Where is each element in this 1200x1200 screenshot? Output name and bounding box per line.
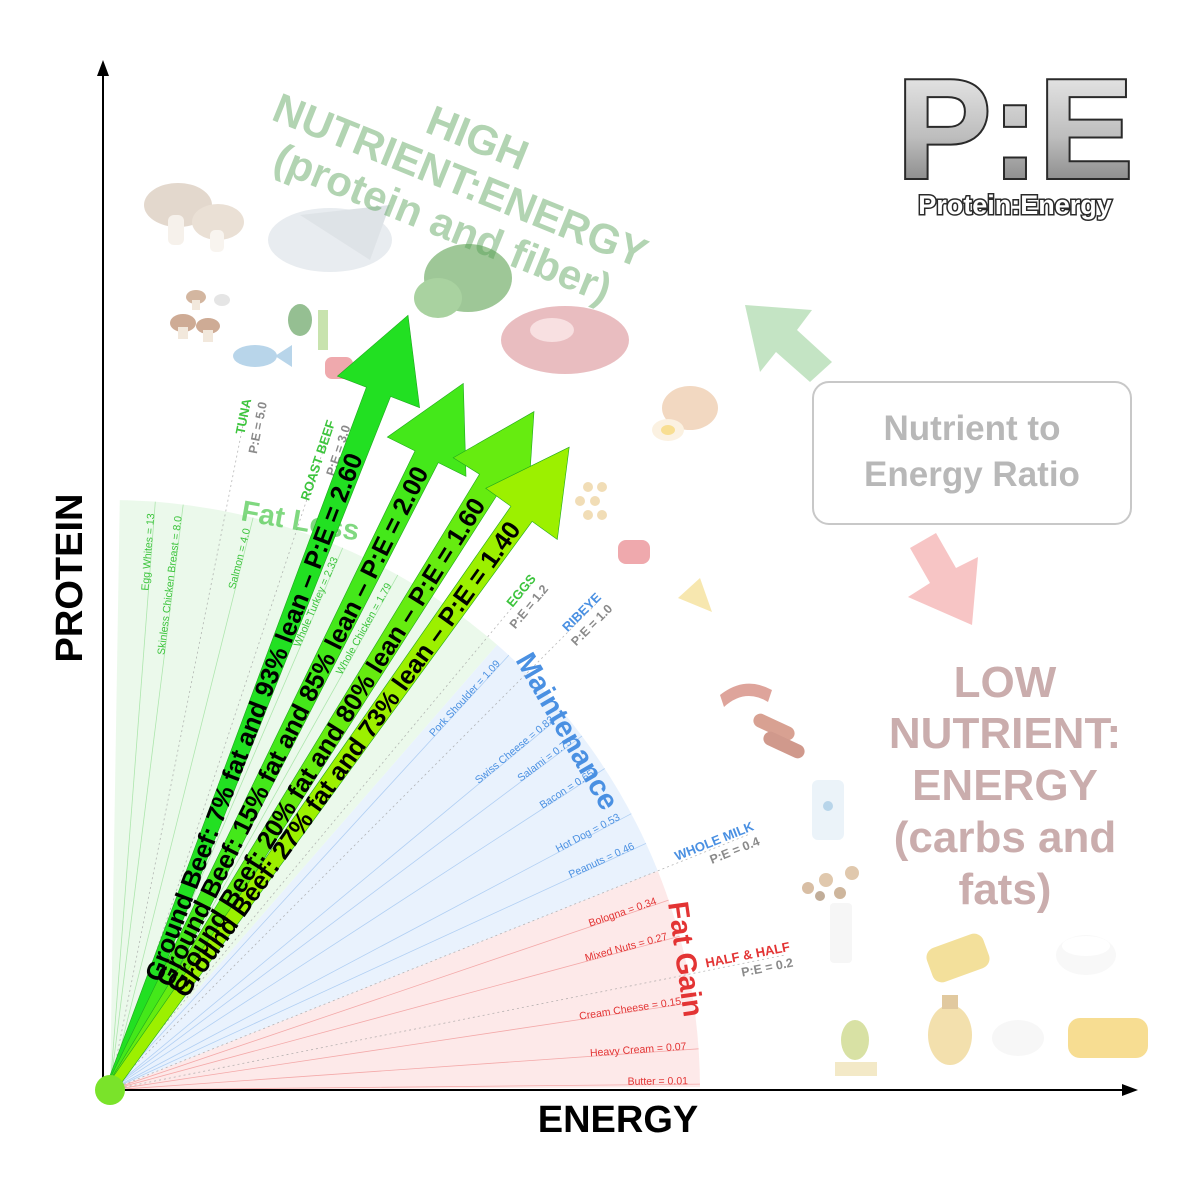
headline-low-line-2: NUTRIENT: (889, 709, 1121, 758)
olive-oil-icon (835, 995, 972, 1076)
ratio-box: Nutrient to Energy Ratio (812, 381, 1132, 525)
fan-ray (109, 654, 510, 1091)
pe-logo: P:E Protein:Energy (895, 48, 1136, 222)
cheese-icon (678, 578, 712, 612)
fan-ray (109, 501, 156, 1091)
fan-food-label: Egg Whites = 13 (139, 513, 157, 591)
food-icons (144, 183, 1148, 1076)
up-arrow-icon (745, 305, 832, 382)
ground-beef-arrow (105, 382, 467, 1093)
callout-ray (109, 403, 248, 1091)
axes (97, 60, 1138, 1096)
fish-icon (233, 345, 292, 367)
nuts-icon (802, 866, 859, 901)
origin-dot (95, 1075, 125, 1105)
sausage-icon (753, 713, 805, 759)
ratio-box-line-2: Energy Ratio (864, 455, 1080, 494)
fan-ray (109, 935, 680, 1091)
down-arrow-icon (908, 533, 978, 625)
headline-low: LOW NUTRIENT: ENERGY (carbs and fats) (889, 658, 1121, 914)
logo-small-text: Protein:Energy (918, 190, 1112, 220)
spinach-icon (288, 244, 512, 350)
headline-low-line-3: ENERGY (912, 761, 1098, 810)
ground-beef-arrow (105, 446, 570, 1094)
fan-ray (109, 1048, 699, 1091)
logo-big-text: P:E (897, 50, 1134, 209)
fan-ray (109, 843, 647, 1091)
fan-ray (109, 735, 583, 1091)
fan-food-label: Butter = 0.01 (627, 1075, 688, 1088)
protein-axis-label: PROTEIN (49, 494, 91, 663)
mushroom-icon (170, 290, 230, 342)
fan-ray (109, 712, 565, 1091)
zone-wedge-fat-gain (110, 870, 700, 1090)
fan-ray (109, 1002, 694, 1091)
oil-bottle-icon (926, 933, 1148, 1058)
fan-rays (109, 501, 701, 1091)
mushroom-icon (144, 183, 244, 252)
zone-wedge-maintenance (110, 644, 658, 1090)
headline-low-line-4: (carbs and (894, 813, 1117, 862)
fish-icon (268, 205, 392, 272)
fan-ray (109, 517, 254, 1091)
callout-name: TUNA (232, 397, 254, 436)
ratio-box-line-1: Nutrient to (884, 409, 1061, 448)
fan-ray (109, 899, 669, 1091)
energy-axis-label: ENERGY (538, 1099, 698, 1141)
fan-ray (109, 768, 605, 1091)
headline-low-line-5: fats) (959, 865, 1052, 914)
headline-low-line-1: LOW (954, 658, 1057, 707)
fan-ray (109, 813, 632, 1091)
milk-icon (812, 780, 852, 963)
sugar-bowl-icon (992, 935, 1116, 1056)
egg-icon (575, 386, 718, 520)
bacon-icon (720, 683, 772, 707)
fan-ray (109, 504, 184, 1091)
steak-icon (325, 306, 650, 564)
ground-beef-arrow (104, 314, 420, 1093)
